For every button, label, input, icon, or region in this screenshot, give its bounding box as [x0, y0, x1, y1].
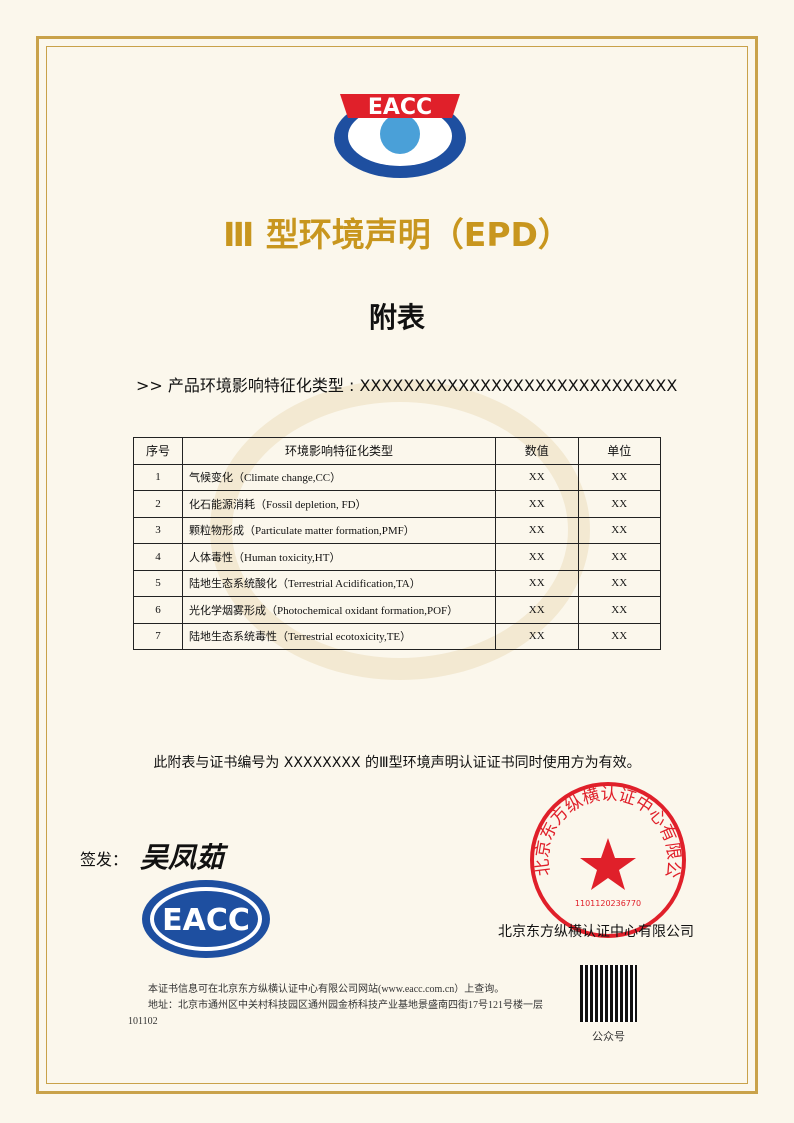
value: XX [495, 463, 579, 491]
globe-icon [380, 114, 420, 154]
outer-border [36, 36, 758, 1094]
page-title: Ⅲ 型环境声明（EPD） [223, 215, 571, 254]
impact-type: 化石能源消耗（Fossil depletion, FD） [182, 490, 496, 518]
official-stamp: 北京东方纵横认证中心有限公司 1101120236770 [528, 780, 686, 938]
footer-website: 本证书信息可在北京东方纵横认证中心有限公司网站(www.eacc.com.cn）… [148, 984, 505, 995]
unit: XX [577, 490, 661, 518]
table-row: 2 化石能源消耗（Fossil depletion, FD） XX XX [133, 490, 661, 518]
row-index: 6 [133, 596, 183, 624]
row-index: 1 [133, 463, 183, 491]
table-header: 序号 环境影响特征化类型 数值 单位 [133, 437, 661, 465]
unit: XX [577, 596, 661, 624]
footer-info: 本证书信息可在北京东方纵横认证中心有限公司网站(www.eacc.com.cn）… [128, 982, 548, 1030]
table-row: 6 光化学烟雾形成（Photochemical oxidant formation… [133, 596, 661, 624]
star-icon [580, 838, 636, 890]
row-index: 4 [133, 543, 183, 571]
product-line: >> 产品环境影响特征化类型 : XXXXXXXXXXXXXXXXXXXXXXX… [136, 376, 678, 395]
value: XX [495, 569, 579, 597]
unit: XX [577, 543, 661, 571]
impact-type: 陆地生态系统毒性（Terrestrial ecotoxicity,TE） [182, 622, 496, 650]
table-row: 1 气候变化（Climate change,CC） XX XX [133, 463, 661, 491]
row-index: 2 [133, 490, 183, 518]
logo-text: EACC [368, 95, 432, 120]
eacc-oval-logo: EACC [142, 880, 270, 958]
company-name: 北京东方纵横认证中心有限公司 [498, 925, 694, 940]
unit: XX [577, 516, 661, 544]
value: XX [495, 543, 579, 571]
table-row: 7 陆地生态系统毒性（Terrestrial ecotoxicity,TE） XX X… [133, 622, 661, 650]
impact-type: 光化学烟雾形成（Photochemical oxidant formation,… [182, 596, 496, 624]
impact-type: 人体毒性（Human toxicity,HT） [182, 543, 496, 571]
col-header: 环境影响特征化类型 [182, 437, 496, 465]
validity-statement: 此附表与证书编号为 XXXXXXXX 的Ⅲ型环境声明认证证书同时使用方为有效。 [153, 755, 641, 771]
impact-type: 陆地生态系统酸化（Terrestrial Acidification,TA） [182, 569, 496, 597]
table-row: 5 陆地生态系统酸化（Terrestrial Acidification,TA） X… [133, 569, 661, 597]
col-header: 数值 [495, 437, 579, 465]
row-index: 5 [133, 569, 183, 597]
value: XX [495, 490, 579, 518]
col-header: 单位 [577, 437, 661, 465]
row-index: 3 [133, 516, 183, 544]
unit: XX [577, 463, 661, 491]
qr-label: 公众号 [592, 1030, 625, 1043]
stamp-code: 1101120236770 [575, 899, 641, 908]
oval-logo-text: EACC [162, 903, 250, 938]
signature: 吴凤茹 [140, 841, 225, 874]
sign-label: 签发： [80, 852, 129, 869]
unit: XX [577, 622, 661, 650]
impact-type: 颗粒物形成（Particulate matter formation,PMF） [182, 516, 496, 544]
value: XX [495, 596, 579, 624]
unit: XX [577, 569, 661, 597]
eacc-logo: EACC [334, 94, 466, 178]
col-header: 序号 [133, 437, 183, 465]
subtitle: 附表 [368, 301, 425, 334]
table-row: 4 人体毒性（Human toxicity,HT） XX XX [133, 543, 661, 571]
impact-type: 气候变化（Climate change,CC） [182, 463, 496, 491]
footer-address: 地址：北京市通州区中关村科技园区通州园金桥科技产业基地景盛南四街17号121号楼… [128, 1000, 543, 1027]
row-index: 7 [133, 622, 183, 650]
impact-table: 序号 环境影响特征化类型 数值 单位 1 气候变化（Climate change,… [133, 437, 661, 650]
table-row: 3 颗粒物形成（Particulate matter formation,PMF）… [133, 516, 661, 544]
qr-code[interactable] [580, 965, 637, 1022]
value: XX [495, 516, 579, 544]
value: XX [495, 622, 579, 650]
inner-border [46, 46, 748, 1084]
